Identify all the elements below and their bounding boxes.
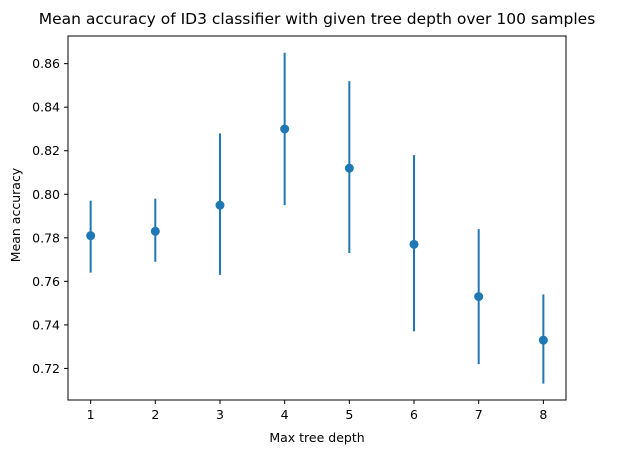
data-point [86, 231, 96, 241]
axes-frame [67, 35, 567, 401]
y-tick-label: 0.80 [32, 187, 60, 202]
y-tick-label: 0.78 [32, 230, 60, 245]
data-point [150, 226, 160, 236]
x-tick-label: 6 [410, 407, 418, 422]
x-tick-label: 2 [151, 407, 159, 422]
data-point [280, 124, 290, 134]
data-point [215, 200, 225, 210]
x-tick-label: 3 [216, 407, 224, 422]
y-tick-label: 0.84 [32, 100, 60, 115]
y-tick-label: 0.76 [32, 274, 60, 289]
x-tick-label: 4 [281, 407, 289, 422]
y-axis-label: Mean accuracy [8, 167, 23, 262]
x-tick-label: 8 [539, 407, 547, 422]
x-tick-label: 5 [345, 407, 353, 422]
y-tick-label: 0.74 [32, 317, 60, 332]
x-tick-label: 7 [475, 407, 483, 422]
y-tick-label: 0.72 [32, 361, 60, 376]
y-tick-label: 0.86 [32, 56, 60, 71]
chart-title: Mean accuracy of ID3 classifier with giv… [39, 10, 596, 28]
data-point [474, 292, 484, 302]
plot-area: 1 2 3 4 5 6 7 8 0.72 0.74 0.76 0.78 0.80 0.82 0.84 0.86 [32, 35, 567, 422]
data-point [409, 239, 419, 249]
y-tick-label: 0.82 [32, 143, 60, 158]
data-point [344, 163, 354, 173]
data-point [538, 335, 548, 345]
x-axis-label: Max tree depth [269, 430, 364, 445]
x-tick-label: 1 [87, 407, 95, 422]
